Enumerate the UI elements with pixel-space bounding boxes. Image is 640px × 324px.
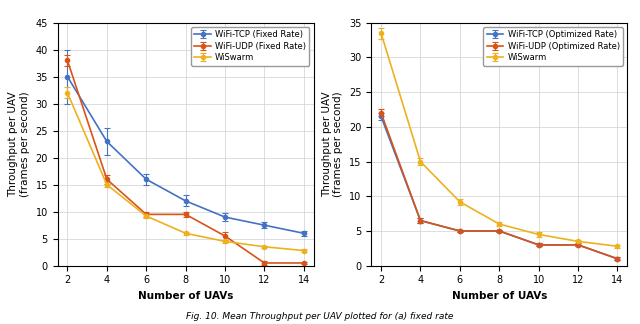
Y-axis label: Throughput per UAV
(frames per second): Throughput per UAV (frames per second) (8, 91, 30, 197)
X-axis label: Number of UAVs: Number of UAVs (138, 291, 234, 301)
Legend: WiFi-TCP (Fixed Rate), WiFi-UDP (Fixed Rate), WiSwarm: WiFi-TCP (Fixed Rate), WiFi-UDP (Fixed R… (191, 27, 309, 65)
Legend: WiFi-TCP (Optimized Rate), WiFi-UDP (Optimized Rate), WiSwarm: WiFi-TCP (Optimized Rate), WiFi-UDP (Opt… (483, 27, 623, 65)
Text: Fig. 10. Mean Throughput per UAV plotted for (a) fixed rate: Fig. 10. Mean Throughput per UAV plotted… (186, 312, 454, 321)
X-axis label: Number of UAVs: Number of UAVs (451, 291, 547, 301)
Y-axis label: Throughput per UAV
(frames per second): Throughput per UAV (frames per second) (322, 91, 344, 197)
